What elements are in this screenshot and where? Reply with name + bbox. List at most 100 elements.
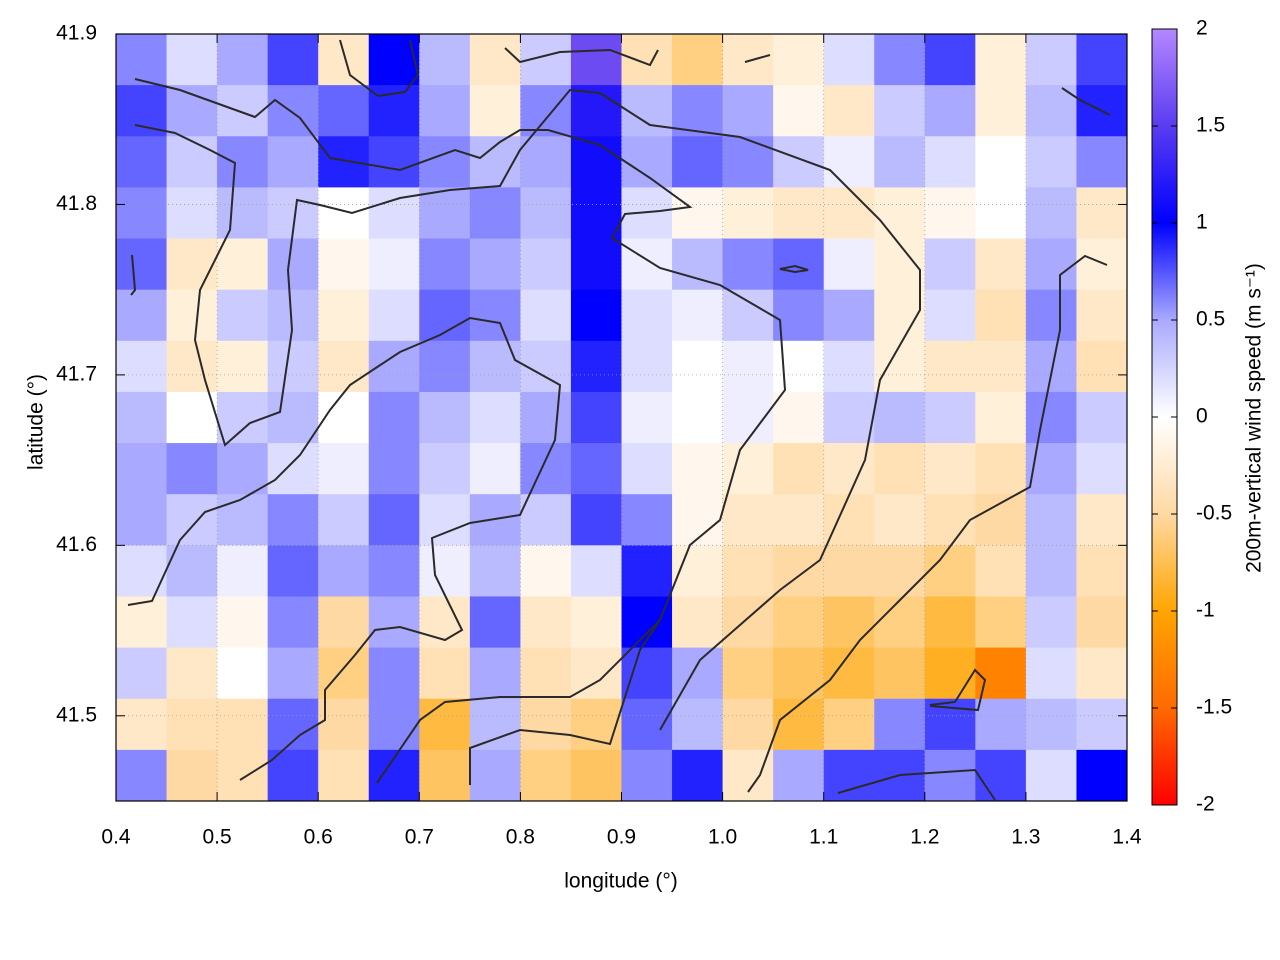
heat-cell (672, 289, 724, 342)
heat-cell (924, 34, 976, 86)
heat-cell (1025, 647, 1078, 700)
heat-cell (570, 443, 623, 495)
x-tick-label: 0.6 (304, 826, 333, 849)
heat-cell (166, 85, 218, 137)
heat-cell (773, 391, 825, 444)
heat-cell (318, 238, 370, 291)
heat-cell (116, 85, 168, 137)
heat-cell (166, 187, 218, 240)
heat-cell (621, 443, 673, 495)
heat-cell (419, 749, 471, 801)
heat-cell (722, 34, 774, 86)
heat-cell (166, 647, 218, 700)
heat-cell (621, 238, 673, 291)
heat-cell (520, 136, 572, 188)
heat-cell (874, 34, 926, 86)
y-tick-label: 41.9 (56, 22, 97, 45)
colorbar-tick-label: -1 (1196, 599, 1215, 622)
heat-cell (469, 340, 521, 393)
heat-cell (520, 187, 572, 240)
heat-cell (166, 494, 218, 546)
contour-line (134, 78, 787, 785)
heat-cell (368, 238, 420, 291)
heat-cell (722, 494, 774, 546)
heat-cell (267, 391, 319, 444)
heat-cell (975, 187, 1027, 240)
heat-cell (469, 34, 521, 86)
x-tick-label: 1.2 (910, 826, 939, 849)
heat-cell (773, 698, 825, 751)
heat-cell (924, 238, 976, 291)
colorbar-tick-label: -1.5 (1196, 696, 1232, 719)
heat-cell (570, 494, 623, 546)
heat-cell (773, 238, 825, 291)
heat-cell (874, 136, 926, 188)
heat-cell (166, 136, 218, 188)
heat-cell (722, 545, 774, 598)
heat-cell (722, 238, 774, 291)
heat-cell (166, 596, 218, 649)
heat-cell (217, 443, 269, 495)
y-tick-label: 41.7 (56, 362, 97, 385)
heat-cell (621, 136, 673, 188)
heat-cell (975, 749, 1027, 801)
heat-cell (116, 545, 168, 598)
heat-cell (217, 238, 269, 291)
heat-cell (773, 596, 825, 649)
colorbar-tick-label: 1.5 (1196, 114, 1225, 137)
heat-cell (773, 187, 825, 240)
heat-cell (116, 749, 168, 801)
heat-cell (1076, 340, 1127, 393)
heat-cell (368, 443, 420, 495)
heat-cell (217, 698, 269, 751)
heat-cell (1076, 289, 1127, 342)
heat-cell (217, 494, 269, 546)
heat-cell (621, 749, 673, 801)
heat-cell (318, 136, 370, 188)
heat-cell (267, 340, 319, 393)
heat-cell (520, 289, 572, 342)
heat-cell (318, 494, 370, 546)
heat-cell (672, 238, 724, 291)
heat-cell (267, 136, 319, 188)
heat-cell (874, 391, 926, 444)
heat-cell (823, 647, 875, 700)
heat-cell (621, 391, 673, 444)
heat-cell (1076, 443, 1127, 495)
heat-cell (975, 34, 1027, 86)
heat-cell (773, 443, 825, 495)
heat-cell (722, 85, 774, 137)
heat-cell (116, 136, 168, 188)
heat-cell (924, 85, 976, 137)
heat-cell (1076, 545, 1127, 598)
heat-cell (267, 494, 319, 546)
heat-cell (722, 391, 774, 444)
heat-cell (823, 749, 875, 801)
heat-cell (874, 443, 926, 495)
heat-cell (166, 443, 218, 495)
x-tick-label: 0.8 (506, 826, 535, 849)
contour-line (376, 619, 661, 784)
heat-cell (621, 34, 673, 86)
heat-cell (924, 340, 976, 393)
heat-cell (975, 85, 1027, 137)
contour-line (1061, 87, 1111, 116)
heat-cell (1025, 749, 1078, 801)
heat-cell (368, 545, 420, 598)
heat-cell (874, 698, 926, 751)
heatmap (116, 34, 1127, 801)
heat-cell (520, 391, 572, 444)
heat-cell (672, 596, 724, 649)
heat-cell (722, 340, 774, 393)
heat-cell (116, 698, 168, 751)
heat-cell (823, 85, 875, 137)
colorbar-tick-label: 0.5 (1196, 308, 1225, 331)
heat-cell (621, 340, 673, 393)
heat-cell (267, 34, 319, 86)
heat-cell (570, 238, 623, 291)
heat-cell (1025, 494, 1078, 546)
heat-cell (672, 698, 724, 751)
heat-cell (672, 391, 724, 444)
heat-cell (267, 698, 319, 751)
heat-cell (1025, 391, 1078, 444)
